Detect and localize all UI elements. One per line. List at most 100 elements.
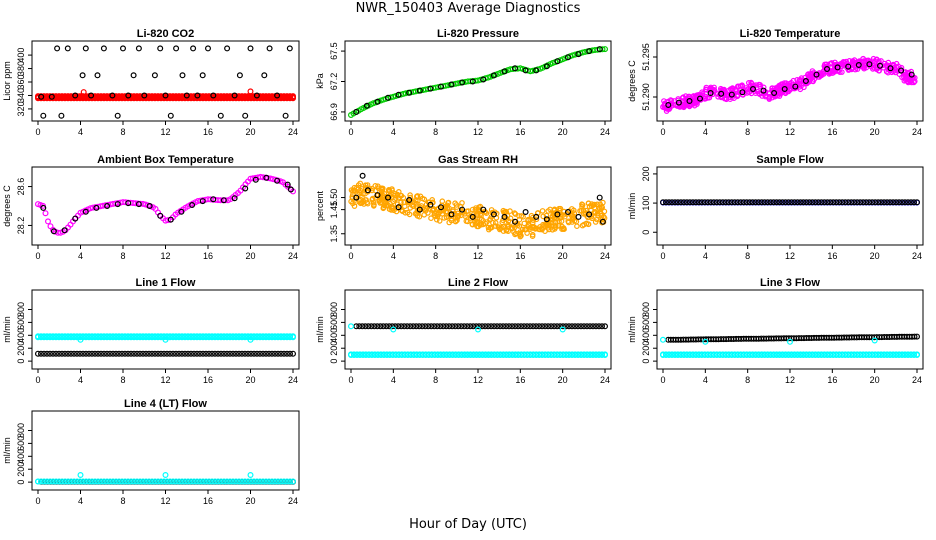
data-point xyxy=(395,204,402,211)
data-point xyxy=(438,204,445,211)
data-point xyxy=(860,55,867,62)
data-point xyxy=(845,63,852,70)
data-point xyxy=(274,177,281,184)
data-point xyxy=(722,351,729,358)
y-tick-label: 51.290 xyxy=(641,83,651,111)
y-axis-label: kPa xyxy=(315,73,325,89)
data-point xyxy=(103,350,110,357)
data-point xyxy=(758,199,765,206)
data-point xyxy=(842,199,849,206)
data-point xyxy=(503,351,510,358)
chart-title: Li-820 CO2 xyxy=(137,28,194,40)
data-point xyxy=(479,323,486,330)
data-point xyxy=(527,351,534,358)
data-point xyxy=(73,350,80,357)
x-tick-label: 8 xyxy=(745,251,750,261)
data-point xyxy=(284,181,291,188)
data-point xyxy=(719,351,726,358)
x-tick-label: 4 xyxy=(391,251,396,261)
data-point xyxy=(601,351,608,358)
data-point xyxy=(565,323,572,330)
data-point xyxy=(245,95,252,102)
data-point xyxy=(233,350,240,357)
data-point xyxy=(254,350,261,357)
data-point xyxy=(167,95,174,102)
data-point xyxy=(115,95,122,102)
data-point xyxy=(854,351,861,358)
data-point xyxy=(82,95,89,102)
data-point xyxy=(806,351,813,358)
data-point xyxy=(419,351,426,358)
data-point xyxy=(197,478,204,485)
data-point xyxy=(239,478,246,485)
data-point xyxy=(284,95,291,102)
data-point xyxy=(130,72,137,79)
plot-frame xyxy=(31,410,300,491)
data-point xyxy=(675,99,682,106)
data-point xyxy=(247,45,254,52)
data-point xyxy=(106,333,113,340)
data-point xyxy=(109,350,116,357)
data-point xyxy=(437,351,444,358)
data-point xyxy=(227,350,234,357)
data-point xyxy=(728,91,735,98)
data-point xyxy=(438,83,445,90)
y-tick-label: 1.35 xyxy=(329,225,339,243)
data-point xyxy=(821,351,828,358)
data-point xyxy=(137,333,144,340)
data-point xyxy=(845,351,852,358)
x-tick-label: 24 xyxy=(912,375,922,385)
data-point xyxy=(692,199,699,206)
data-point xyxy=(158,350,165,357)
data-point xyxy=(823,65,830,72)
data-point xyxy=(230,350,237,357)
data-point xyxy=(103,478,110,485)
y-axis-label: percent xyxy=(315,190,325,221)
data-series xyxy=(665,61,915,108)
data-point xyxy=(575,351,582,358)
data-point xyxy=(869,199,876,206)
data-point xyxy=(91,95,98,102)
data-point xyxy=(702,338,709,345)
data-point xyxy=(755,199,762,206)
data-point xyxy=(383,323,390,330)
data-point xyxy=(236,333,243,340)
data-point xyxy=(146,203,153,210)
data-point xyxy=(94,95,101,102)
data-point xyxy=(73,333,80,340)
data-point xyxy=(431,351,438,358)
x-tick-label: 24 xyxy=(288,127,298,137)
data-point xyxy=(518,213,525,219)
x-tick-label: 0 xyxy=(35,251,40,261)
data-point xyxy=(749,85,756,92)
data-point xyxy=(861,65,867,72)
x-tick-label: 0 xyxy=(35,375,40,385)
data-series xyxy=(353,323,608,330)
data-point xyxy=(203,95,210,102)
data-point xyxy=(469,78,476,85)
data-point xyxy=(788,199,795,206)
data-point xyxy=(290,95,297,102)
data-point xyxy=(452,323,459,330)
data-point xyxy=(131,333,138,340)
data-point xyxy=(809,78,816,84)
data-point xyxy=(49,333,56,340)
data-point xyxy=(560,351,567,358)
data-point xyxy=(124,478,131,485)
data-point xyxy=(452,200,458,207)
data-point xyxy=(221,333,228,340)
data-point xyxy=(554,211,561,218)
data-point xyxy=(413,351,420,358)
x-tick-label: 4 xyxy=(391,375,396,385)
data-point xyxy=(54,45,61,52)
data-point xyxy=(58,350,65,357)
data-point xyxy=(761,351,768,358)
data-point xyxy=(689,199,696,206)
data-point xyxy=(191,333,198,340)
data-point xyxy=(191,478,198,485)
data-point xyxy=(428,215,434,222)
data-point xyxy=(773,199,780,206)
data-point xyxy=(257,350,264,357)
y-axis-label: ml/min xyxy=(2,437,12,464)
data-point xyxy=(72,92,79,99)
